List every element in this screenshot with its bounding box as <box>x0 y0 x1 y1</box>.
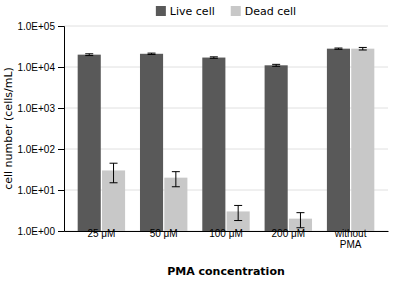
bar <box>327 49 350 231</box>
bar <box>78 55 101 231</box>
tick: 200 μM <box>272 228 306 239</box>
legend-item: Live cell <box>156 5 215 18</box>
bar <box>140 54 163 231</box>
error-bar <box>148 53 156 54</box>
tick: 1.0E+04 <box>17 62 64 73</box>
x-axis: 25 μM 50 μM 100 μM 200 μM withoutPMA <box>65 228 389 250</box>
legend-label: Live cell <box>170 5 215 18</box>
x-axis-title: PMA concentration <box>167 265 285 278</box>
tick-label: withoutPMA <box>334 228 367 250</box>
tick-label: 1.0E+04 <box>17 62 55 73</box>
tick-label: 1.0E+05 <box>17 21 55 32</box>
tick: 100 μM <box>209 228 243 239</box>
tick-mark <box>58 108 64 109</box>
error-bar <box>296 213 304 228</box>
error-bar <box>334 48 342 49</box>
tick-label: 1.0E+03 <box>17 103 55 114</box>
bar-series <box>78 48 350 231</box>
grid <box>64 26 388 231</box>
tick-label: 1.0E+00 <box>17 226 55 237</box>
tick-mark <box>58 67 64 68</box>
tick: withoutPMA <box>334 228 367 250</box>
tick-label: 25 μM <box>87 228 115 239</box>
legend-item: Dead cell <box>231 5 296 18</box>
error-bar <box>272 64 280 66</box>
tick-label: 50 μM <box>150 228 178 239</box>
y-axis-title: cell number (cells/mL) <box>2 67 15 190</box>
chart: 1.0E+00 1.0E+01 1.0E+02 1.0E+03 1.0E+04 1.0E+… <box>0 0 398 281</box>
bar-series <box>102 47 374 231</box>
error-bar <box>210 57 218 58</box>
tick: 25 μM <box>87 228 115 239</box>
tick: 50 μM <box>150 228 178 239</box>
grid-line <box>64 26 388 27</box>
tick-label: 1.0E+02 <box>17 144 55 155</box>
tick: 1.0E+02 <box>17 144 64 155</box>
tick: 1.0E+05 <box>17 21 64 32</box>
tick-mark <box>58 190 64 191</box>
legend: Live cell Dead cell <box>156 5 296 18</box>
tick-mark <box>58 26 64 27</box>
tick-label: 1.0E+01 <box>17 185 55 196</box>
legend-swatch <box>156 6 166 16</box>
error-bar <box>172 172 180 187</box>
tick: 1.0E+03 <box>17 103 64 114</box>
marks <box>78 47 375 231</box>
legend-swatch <box>231 6 241 16</box>
tick: 1.0E+00 <box>17 226 64 237</box>
tick-label: 100 μM <box>209 228 243 239</box>
error-bar <box>234 205 242 220</box>
tick-mark <box>58 149 64 150</box>
legend-label: Dead cell <box>245 5 296 18</box>
bar <box>202 58 225 231</box>
error-bar <box>85 54 93 56</box>
error-bar <box>359 47 367 50</box>
tick-label: 200 μM <box>272 228 306 239</box>
axis-line <box>58 27 65 232</box>
bar <box>265 65 288 231</box>
tick-mark <box>58 231 64 232</box>
y-axis: 1.0E+00 1.0E+01 1.0E+02 1.0E+03 1.0E+04 1.0E+… <box>17 21 64 237</box>
tick: 1.0E+01 <box>17 185 64 196</box>
plot-area: 1.0E+00 1.0E+01 1.0E+02 1.0E+03 1.0E+04 1.0E+… <box>17 21 388 250</box>
bar <box>351 49 374 231</box>
error-bar <box>110 163 118 183</box>
